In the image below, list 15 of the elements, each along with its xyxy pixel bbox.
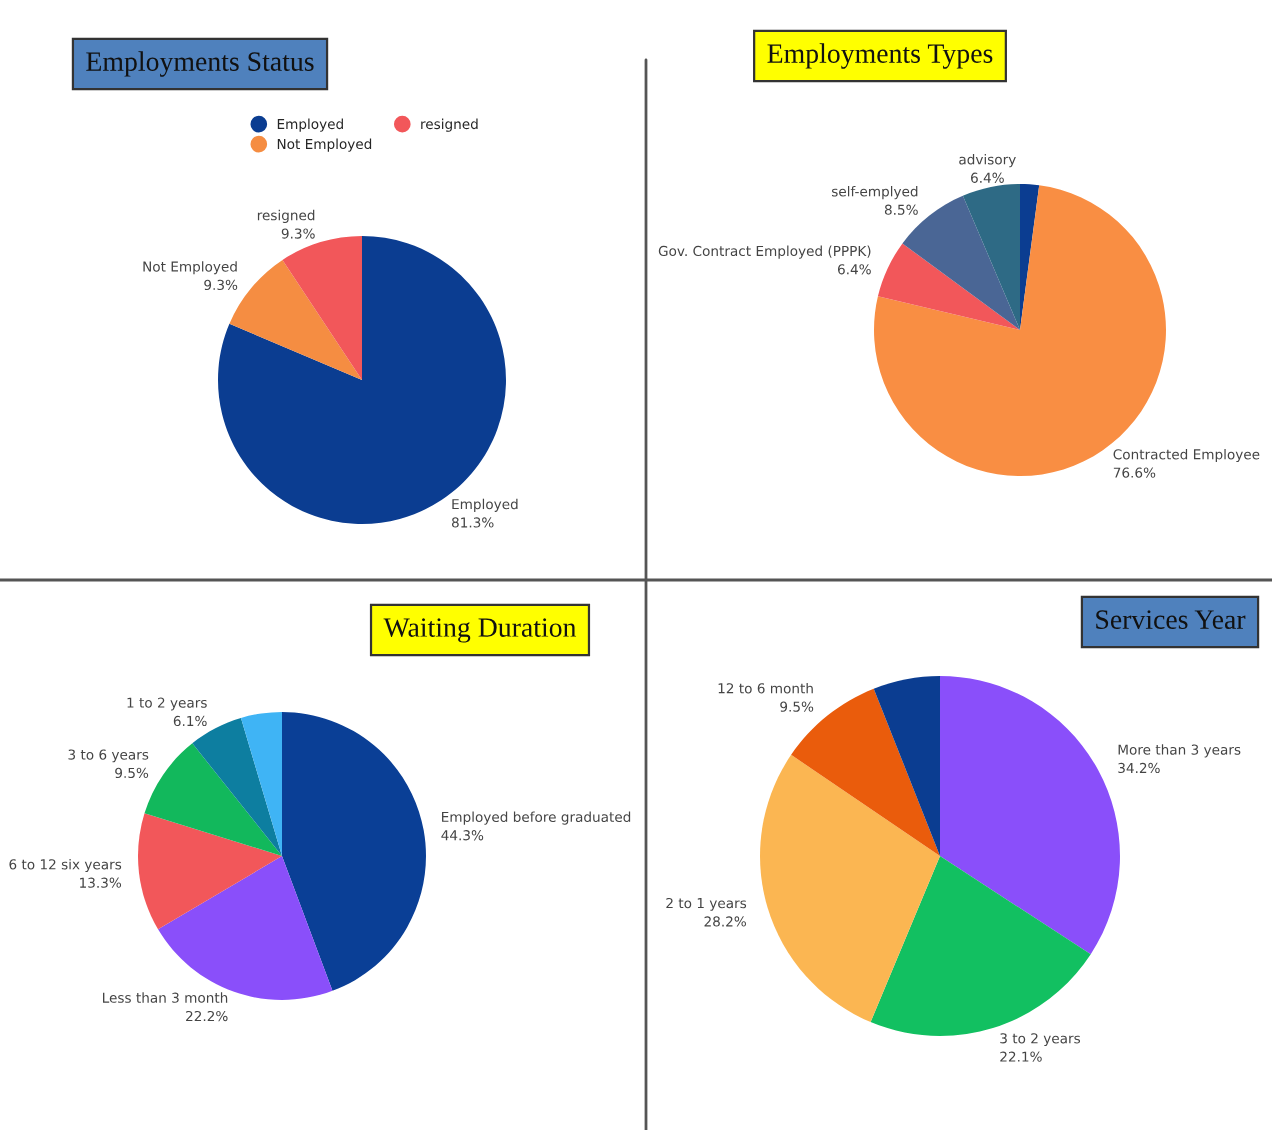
pie-slice [760,754,940,1023]
pie-slice [940,676,1120,955]
chart-title: Employments Types [767,43,993,69]
pie-slice [873,676,940,856]
pie-slice [282,236,362,380]
chart-title: Services Year [1096,610,1246,629]
pie-slice [1020,184,1040,330]
pie-slice [138,813,282,930]
chart-title: Employments Status [86,51,314,77]
pie-slice [962,184,1020,330]
pie-slice [877,243,1020,330]
pie-slice [240,712,282,856]
pie-slice [282,712,426,991]
pie-slice [870,856,1091,1036]
chart-title: Waiting Duration [383,618,577,643]
